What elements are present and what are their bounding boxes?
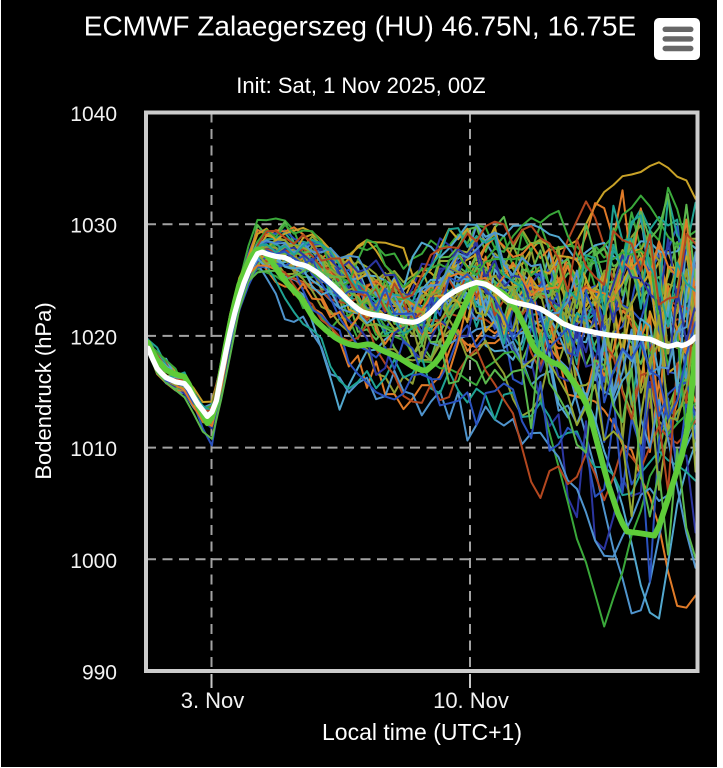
svg-text:ECMWF Zalaegerszeg (HU) 46.75N: ECMWF Zalaegerszeg (HU) 46.75N, 16.75E (84, 11, 636, 42)
svg-text:990: 990 (82, 662, 117, 685)
svg-text:1010: 1010 (70, 438, 117, 461)
svg-text:1000: 1000 (70, 550, 117, 573)
svg-text:1020: 1020 (70, 326, 117, 349)
svg-text:Local time (UTC+1): Local time (UTC+1) (322, 719, 522, 745)
svg-text:Bodendruck (hPa): Bodendruck (hPa) (31, 302, 56, 479)
svg-text:Init: Sat, 1 Nov 2025, 00Z: Init: Sat, 1 Nov 2025, 00Z (236, 73, 485, 98)
svg-text:10. Nov: 10. Nov (433, 688, 509, 713)
svg-text:1030: 1030 (70, 215, 117, 238)
svg-text:3. Nov: 3. Nov (181, 688, 245, 713)
svg-text:1040: 1040 (70, 103, 117, 126)
